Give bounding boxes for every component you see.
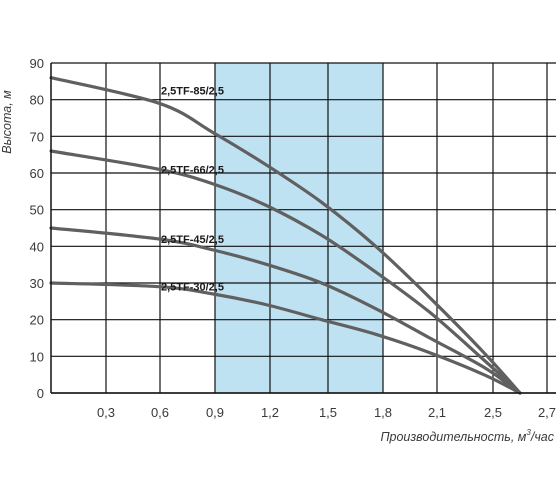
series-line-3 — [49, 226, 522, 395]
y-tick-label: 30 — [30, 276, 44, 291]
series-line-1 — [49, 76, 522, 395]
y-tick-label: 0 — [37, 386, 44, 401]
x-tick-label: 0,9 — [206, 405, 224, 420]
y-tick-label: 90 — [30, 56, 44, 71]
series-label-4: 2,5TF-30/2,5 — [161, 282, 224, 294]
highlight-band — [215, 63, 383, 393]
series-label-3: 2,5TF-45/2,5 — [161, 234, 224, 246]
series-label-2: 2,5TF-66/2,5 — [161, 164, 224, 176]
y-tick-label: 40 — [30, 239, 44, 254]
x-tick-label: 2,1 — [428, 405, 446, 420]
series-label-1: 2,5TF-85/2,5 — [161, 85, 224, 97]
y-tick-label: 10 — [30, 349, 44, 364]
y-tick-label: 60 — [30, 166, 44, 181]
x-axis-title: Производительность, м3/час — [380, 428, 554, 444]
x-tick-label: 1,5 — [319, 405, 337, 420]
y-tick-label: 50 — [30, 203, 44, 218]
x-tick-label: 0,3 — [97, 405, 115, 420]
x-tick-label: 1,8 — [374, 405, 392, 420]
y-axis-title: Высота, м — [0, 90, 14, 154]
y-tick-label: 20 — [30, 313, 44, 328]
x-tick-label: 2,7 — [538, 405, 556, 420]
series-line-4 — [49, 281, 522, 395]
x-tick-label: 0,6 — [151, 405, 169, 420]
y-tick-label: 80 — [30, 93, 44, 108]
x-tick-label: 1,2 — [261, 405, 279, 420]
series-line-2 — [49, 149, 522, 395]
x-tick-label: 2,5 — [484, 405, 502, 420]
y-tick-label: 70 — [30, 129, 44, 144]
